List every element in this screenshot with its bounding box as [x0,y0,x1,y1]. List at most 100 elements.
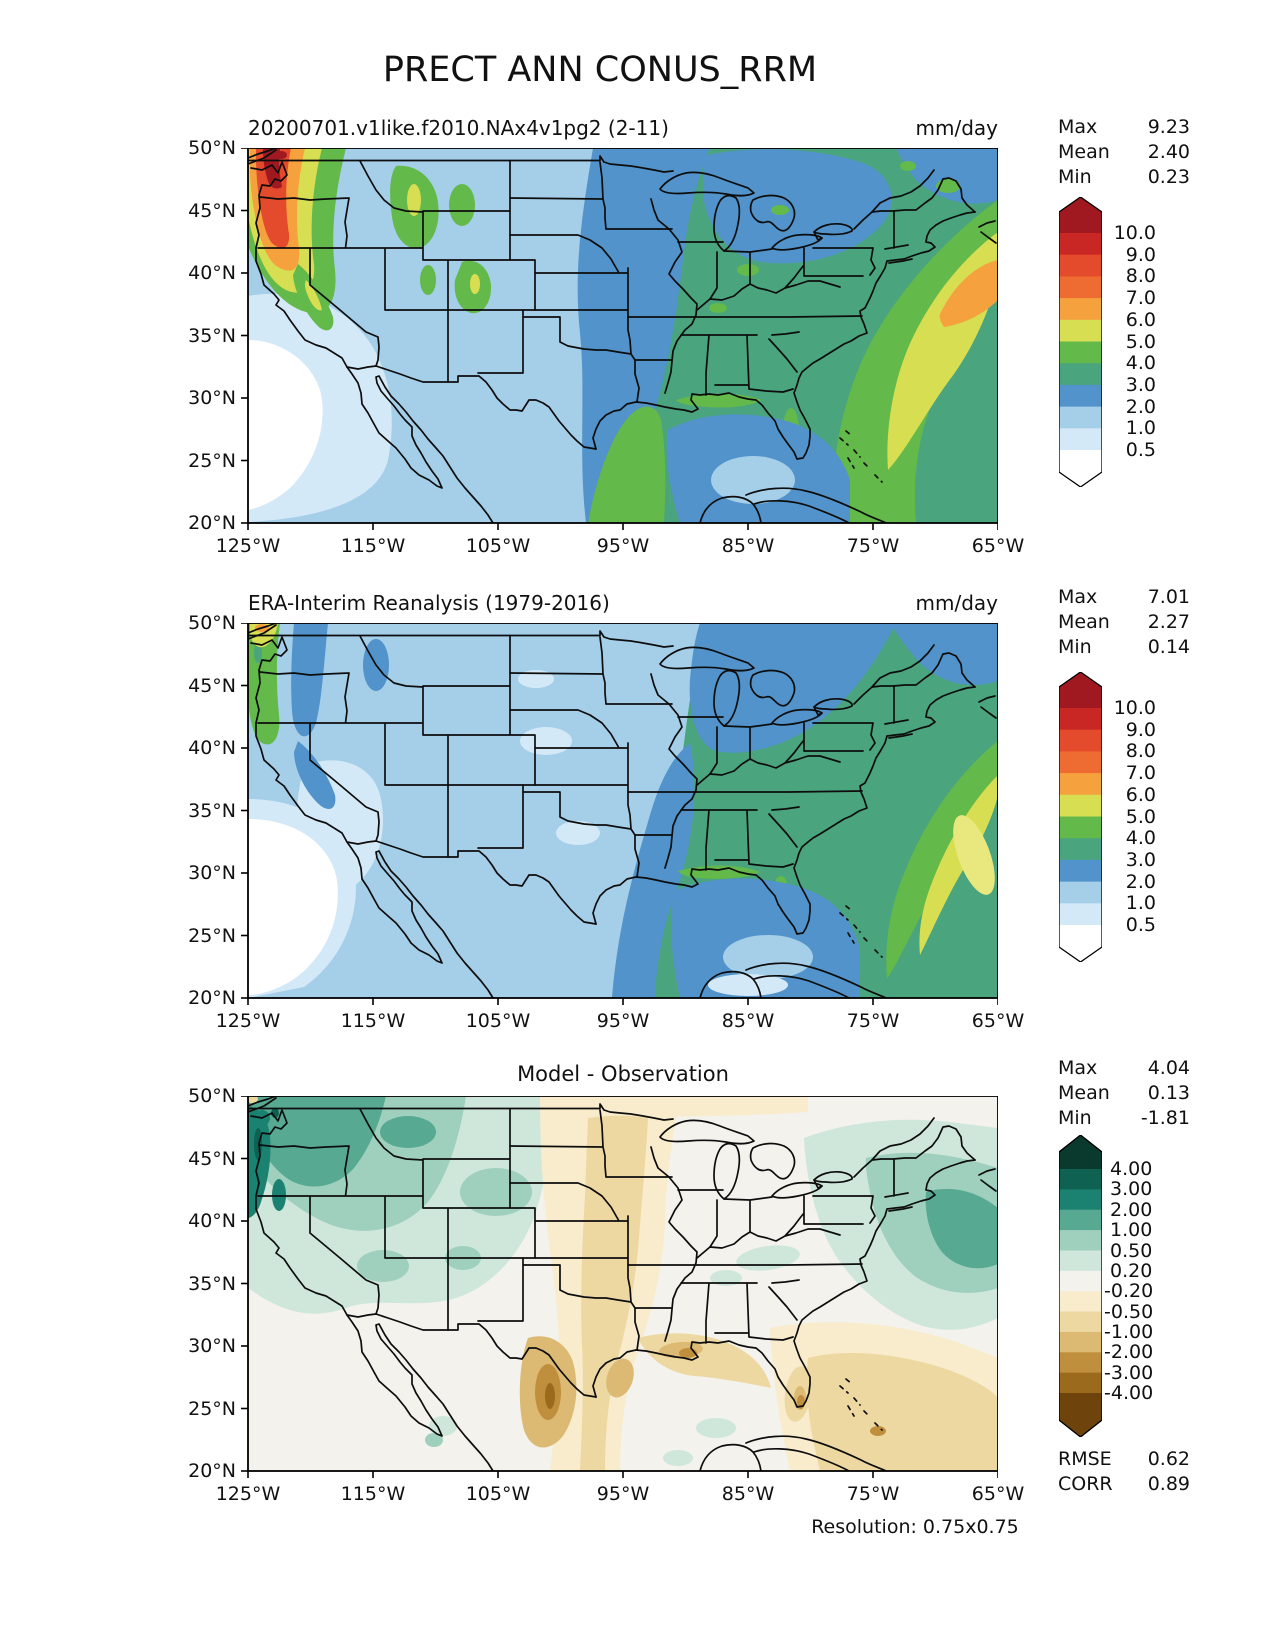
colorbar-tick-label: -3.00 [1104,1362,1154,1384]
x-tick-label: 105°W [465,1483,531,1505]
x-tick-label: 125°W [215,535,281,557]
colorbar-tick-label: 1.00 [1110,1219,1153,1241]
x-tick-label: 95°W [596,1483,650,1505]
rmse-label: RMSE [1058,1448,1112,1470]
colorbar-tick-label: 7.0 [1125,287,1156,309]
colorbar-tick-label: 4.0 [1125,352,1156,374]
colorbar-tick-label: -1.00 [1104,1321,1154,1343]
panel2-title: ERA-Interim Reanalysis (1979-2016) [248,591,610,615]
colorbar-tick-label: 2.0 [1125,396,1156,418]
colorbar-tick-label: 0.20 [1110,1260,1153,1282]
colorbar-tick-label: 2.0 [1125,871,1156,893]
corr-label: CORR [1058,1473,1113,1495]
y-tick-label: 35°N [188,800,236,822]
panel2-map [241,623,998,1005]
x-tick-label: 75°W [846,1483,900,1505]
colorbar-tick-label: 9.0 [1125,244,1156,266]
y-tick-label: 20°N [188,987,236,1009]
y-tick-label: 40°N [188,737,236,759]
colorbar-tick-label: 2.00 [1110,1199,1153,1221]
panel1-map [241,148,998,530]
y-tick-label: 45°N [188,200,236,222]
colorbar-tick-label: 6.0 [1125,309,1156,331]
y-tick-label: 30°N [188,862,236,884]
colorbar-tick-label: 5.0 [1125,806,1156,828]
y-tick-label: 25°N [188,1398,236,1420]
x-tick-label: 125°W [215,1010,281,1032]
y-tick-label: 25°N [188,450,236,472]
panel3-map [241,1096,998,1478]
colorbar-tick-label: -0.50 [1104,1301,1154,1323]
colorbar-tick-label: -0.20 [1104,1280,1154,1302]
y-tick-label: 45°N [188,1148,236,1170]
colorbar-tick-label: 6.0 [1125,784,1156,806]
y-tick-label: 20°N [188,1460,236,1482]
panel2-stat-max-label: Max [1058,586,1098,608]
y-tick-label: 30°N [188,1335,236,1357]
panel3-stat-max-label: Max [1058,1057,1098,1079]
y-tick-label: 50°N [188,612,236,634]
panel2-stat-max-value: 7.01 [1147,586,1190,608]
y-tick-label: 45°N [188,675,236,697]
y-tick-label: 40°N [188,262,236,284]
panel2-stat-min-label: Min [1058,636,1092,658]
corr-value: 0.89 [1147,1473,1190,1495]
x-tick-label: 95°W [596,1010,650,1032]
x-tick-label: 105°W [465,1010,531,1032]
y-tick-label: 50°N [188,137,236,159]
x-tick-label: 115°W [340,1483,406,1505]
y-tick-label: 35°N [188,1273,236,1295]
panel2-colorbar [1059,672,1102,962]
colorbar-tick-label: 10.0 [1113,697,1156,719]
colorbar-tick-label: 0.5 [1125,914,1156,936]
panel1-units: mm/day [915,116,999,140]
x-tick-label: 125°W [215,1483,281,1505]
x-tick-label: 75°W [846,1010,900,1032]
x-tick-label: 105°W [465,535,531,557]
panel2-units: mm/day [915,591,999,615]
panel3-title: Model - Observation [517,1062,729,1086]
x-tick-label: 115°W [340,535,406,557]
panel2-stat-min-value: 0.14 [1147,636,1190,658]
panel3-colorbar [1059,1135,1102,1437]
x-tick-label: 85°W [721,1483,775,1505]
x-tick-label: 65°W [971,1010,1025,1032]
colorbar-tick-label: -4.00 [1104,1382,1154,1404]
colorbar-tick-label: 5.0 [1125,331,1156,353]
colorbar-tick-label: 7.0 [1125,762,1156,784]
colorbar-tick-label: 4.00 [1110,1158,1153,1180]
y-tick-label: 30°N [188,387,236,409]
resolution-note: Resolution: 0.75x0.75 [811,1516,1019,1538]
panel1-stat-min-label: Min [1058,166,1092,188]
panel1-stat-mean-label: Mean [1058,141,1110,163]
colorbar-tick-label: 4.0 [1125,827,1156,849]
panel1-stat-max-label: Max [1058,116,1098,138]
y-tick-label: 20°N [188,512,236,534]
colorbar-tick-label: 3.0 [1125,374,1156,396]
x-tick-label: 65°W [971,535,1025,557]
x-tick-label: 85°W [721,535,775,557]
x-tick-label: 85°W [721,1010,775,1032]
x-tick-label: 75°W [846,535,900,557]
y-tick-label: 35°N [188,325,236,347]
panel3-stat-mean-label: Mean [1058,1082,1110,1104]
figure-title: PRECT ANN CONUS_RRM [382,50,818,90]
colorbar-tick-label: 3.0 [1125,849,1156,871]
panel3-stat-mean-value: 0.13 [1147,1082,1190,1104]
panel2-stat-mean-label: Mean [1058,611,1110,633]
panel3-stat-max-value: 4.04 [1147,1057,1190,1079]
colorbar-tick-label: 0.50 [1110,1240,1153,1262]
colorbar-tick-label: 1.0 [1125,417,1156,439]
colorbar-tick-label: -2.00 [1104,1341,1154,1363]
colorbar-tick-label: 1.0 [1125,892,1156,914]
colorbar-tick-label: 8.0 [1125,740,1156,762]
panel3-stat-min-label: Min [1058,1107,1092,1129]
colorbar-tick-label: 9.0 [1125,719,1156,741]
panel1-stat-mean-value: 2.40 [1147,141,1190,163]
y-tick-label: 50°N [188,1085,236,1107]
panel1-stat-max-value: 9.23 [1147,116,1190,138]
y-tick-label: 40°N [188,1210,236,1232]
rmse-value: 0.62 [1147,1448,1190,1470]
colorbar-tick-label: 10.0 [1113,222,1156,244]
